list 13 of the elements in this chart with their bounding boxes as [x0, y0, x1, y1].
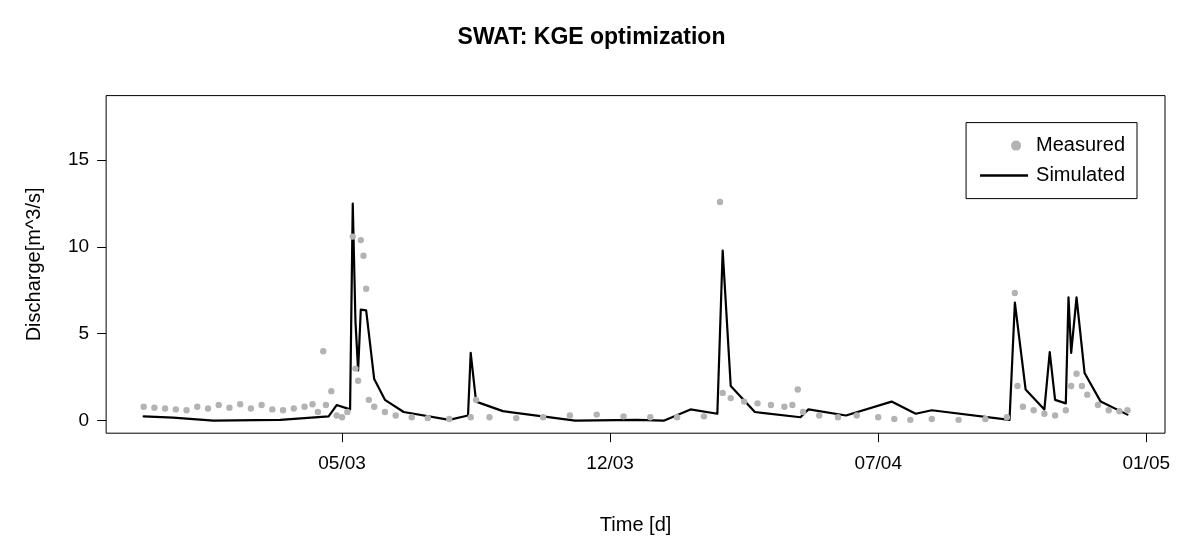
y-tick-label: 0: [78, 408, 90, 430]
x-tick-label: 07/04: [854, 451, 903, 473]
y-tick-label: 10: [67, 235, 90, 257]
y-tick-label: 15: [67, 148, 90, 170]
x-tick-label: 12/03: [586, 451, 634, 473]
y-axis-title: Discharge[m^3/s]: [21, 187, 44, 342]
x-tick-label: 05/03: [318, 451, 366, 473]
y-tick-label: 5: [78, 322, 90, 344]
x-tick-label: 01/05: [1122, 451, 1171, 473]
chart-title: SWAT: KGE optimization: [457, 23, 726, 50]
x-axis-title: Time [d]: [599, 512, 672, 535]
legend-label: Simulated: [1036, 163, 1125, 186]
legend-label: Measured: [1036, 133, 1125, 156]
